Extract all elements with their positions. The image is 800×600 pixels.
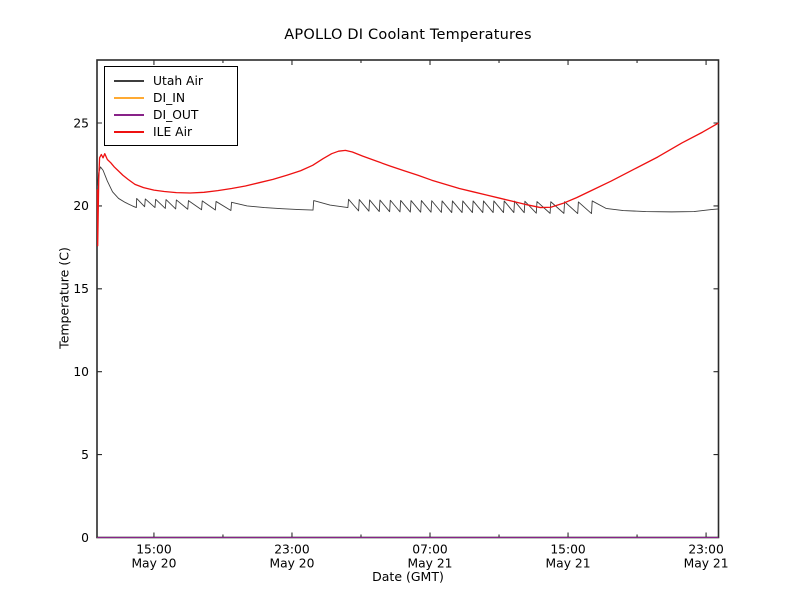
series-utah-air-line — [96, 166, 719, 214]
legend-item-utah-air: Utah Air — [114, 72, 233, 89]
x-tick-time-label: 23:00 — [688, 543, 723, 557]
x-tick-time-label: 07:00 — [412, 543, 447, 557]
axis-ticks — [97, 60, 719, 539]
legend-line-swatch-ile-air — [114, 131, 144, 134]
legend-label-ile-air: ILE Air — [153, 125, 193, 140]
series-ile-air-line — [96, 122, 719, 247]
legend-label-di-out: DI_OUT — [153, 107, 199, 122]
x-tick-date-label: May 21 — [408, 557, 453, 571]
legend-item-di-out: DI_OUT — [114, 106, 233, 123]
y-tick-label: 15 — [73, 282, 89, 296]
x-axis-label: Date (GMT) — [372, 569, 444, 584]
x-tick-date-label: May 21 — [684, 557, 729, 571]
y-tick-label: 0 — [81, 531, 89, 545]
x-tick-date-label: May 20 — [131, 557, 176, 571]
y-tick-label: 5 — [81, 448, 89, 462]
legend-item-di-in: DI_IN — [114, 89, 233, 106]
legend-line-swatch-di-in — [114, 96, 144, 99]
x-tick-date-label: May 21 — [546, 557, 591, 571]
legend-label-di-in: DI_IN — [153, 90, 186, 105]
legend-label-utah-air: Utah Air — [153, 73, 203, 88]
y-tick-label: 25 — [73, 116, 89, 130]
chart-title: APOLLO DI Coolant Temperatures — [284, 27, 532, 43]
legend-line-swatch-utah-air — [114, 79, 144, 82]
x-tick-date-label: May 20 — [269, 557, 314, 571]
x-tick-time-label: 23:00 — [274, 543, 309, 557]
x-tick-time-label: 15:00 — [136, 543, 171, 557]
y-tick-label: 20 — [73, 199, 89, 213]
legend-item-ile-air: ILE Air — [114, 124, 233, 141]
x-tick-time-label: 15:00 — [550, 543, 585, 557]
y-tick-label: 10 — [73, 365, 89, 379]
legend: Utah Air DI_IN DI_OUT ILE Air — [104, 66, 238, 146]
legend-line-swatch-di-out — [114, 113, 144, 116]
